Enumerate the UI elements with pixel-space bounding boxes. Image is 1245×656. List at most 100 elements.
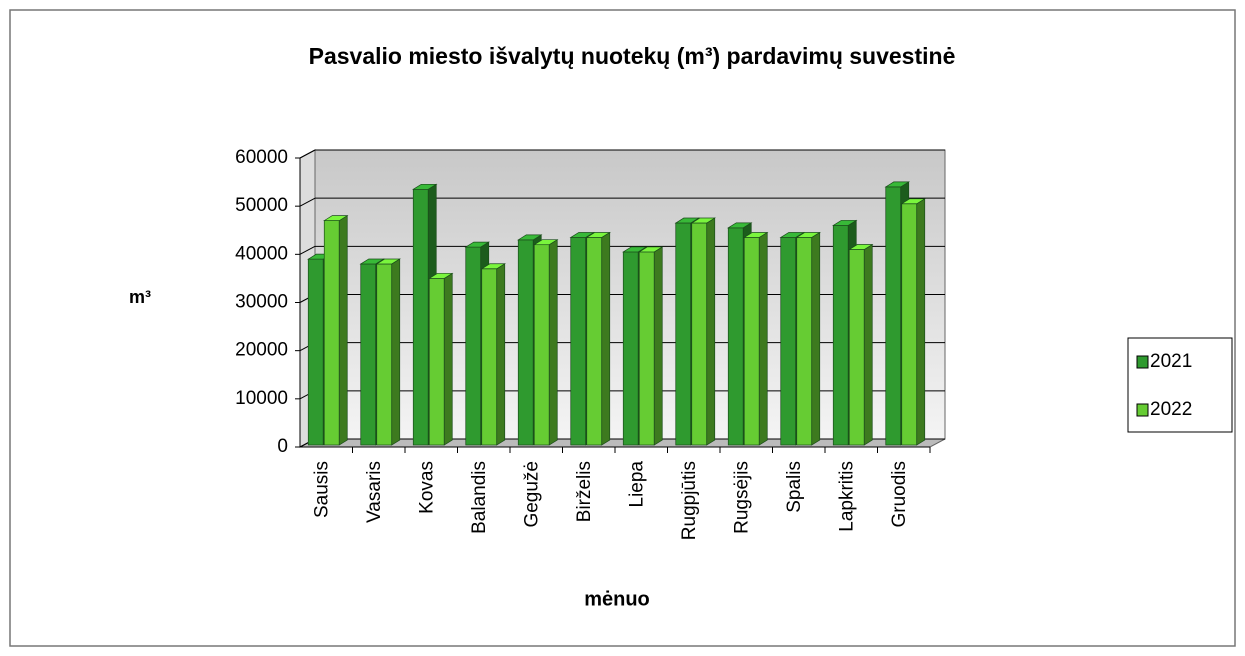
bar-top [569,232,595,238]
bar [848,243,874,446]
bar-side [548,239,558,446]
bar-side [811,231,821,446]
bar-top [622,246,648,253]
bar-front [428,278,445,446]
bar-front [622,251,639,446]
bar-front [465,246,482,446]
bar-front [570,237,587,446]
bar [690,217,716,446]
bar-front [743,237,760,446]
bar-front [517,239,534,446]
bar [585,231,611,446]
x-tick-label: Gegužė [521,461,542,528]
legend-label: 2021 [1150,351,1192,372]
x-tick-label: Birželis [574,461,595,522]
bar-front [901,203,918,446]
legend-label: 2022 [1150,399,1192,420]
y-tick-label: 40000 [235,243,288,264]
bar-side [496,263,506,446]
bar-top [795,232,821,238]
bar-side [391,258,401,446]
bar-top [412,183,438,190]
bar [480,263,506,446]
x-tick-label: Liepa [626,461,647,508]
y-axis-label: m³ [129,287,151,307]
bar-front [832,225,849,446]
bar [428,272,454,446]
x-tick-label: Rugsėjis [731,461,752,534]
bar-front [727,227,744,446]
bar-side [443,272,453,446]
bar-top [674,217,700,224]
x-tick-label: Vasaris [364,461,385,523]
y-tick-label: 20000 [235,340,288,361]
bar-side [706,217,716,446]
y-tick-label: 60000 [235,147,288,168]
bar-side [338,214,348,446]
bar-front [307,258,324,446]
y-tick-label: 10000 [235,388,288,409]
bar [743,231,769,446]
bar-top [375,258,401,265]
bar-top [585,232,611,238]
x-tick-label: Lapkritis [836,461,857,532]
bar-top [428,273,454,279]
x-tick-label: Gruodis [889,461,910,528]
bar [323,214,349,446]
bar-front [323,220,340,446]
legend-swatch [1136,403,1149,417]
bar [533,239,559,446]
bar-top [323,215,349,221]
y-tick-label: 30000 [235,292,288,313]
bar-front [533,244,550,446]
bar-front [412,188,429,446]
bar-top [848,244,874,250]
bar [638,246,664,446]
bar-front [848,249,865,446]
bar-front [586,237,603,446]
legend-swatch [1136,355,1149,369]
x-axis-label: mėnuo [584,588,650,610]
bar-top [464,241,490,248]
y-tick-label: 50000 [235,195,288,216]
bar-side [601,231,611,446]
chart-title: Pasvalio miesto išvalytų nuotekų (m³) pa… [309,43,956,69]
bar-top [832,220,858,226]
bar-front [885,186,902,446]
bar-front [481,268,498,446]
grid-line [299,197,316,207]
bar-front [780,237,797,446]
bar-top [727,222,753,229]
bar [900,198,926,446]
bar-top [359,258,385,265]
bar-top [690,217,716,224]
bar-side [916,198,926,446]
bar-top [480,263,506,270]
bar-front [638,251,655,446]
bar-top [743,232,769,238]
x-tick-label: Rugpjūtis [679,461,700,540]
grid-line [299,149,316,159]
x-tick-label: Spalis [784,461,805,513]
grid-line [299,245,316,255]
y-tick-label: 0 [277,436,288,457]
bar-top [900,198,926,205]
bar-side [653,246,663,446]
x-tick-label: Balandis [469,461,490,534]
bar [795,231,821,446]
bar-top [533,239,559,246]
bar-front [376,263,393,446]
bar-top [884,181,910,188]
bar-top [638,246,664,253]
bar-top [517,234,543,241]
bar [375,258,401,446]
bar-front [675,222,692,446]
bar-side [758,231,768,446]
bar-top [779,232,805,238]
x-tick-label: Kovas [416,461,437,514]
bar-front [691,222,708,446]
x-tick-label: Sausis [311,461,332,518]
bar-side [863,243,873,446]
bar-front [360,263,377,446]
